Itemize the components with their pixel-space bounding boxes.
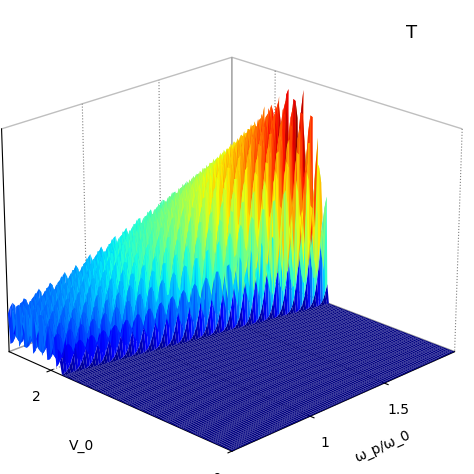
Text: T: T [406,24,417,42]
X-axis label: ω_p/ω_0: ω_p/ω_0 [352,428,412,465]
Y-axis label: V_0: V_0 [69,439,94,453]
